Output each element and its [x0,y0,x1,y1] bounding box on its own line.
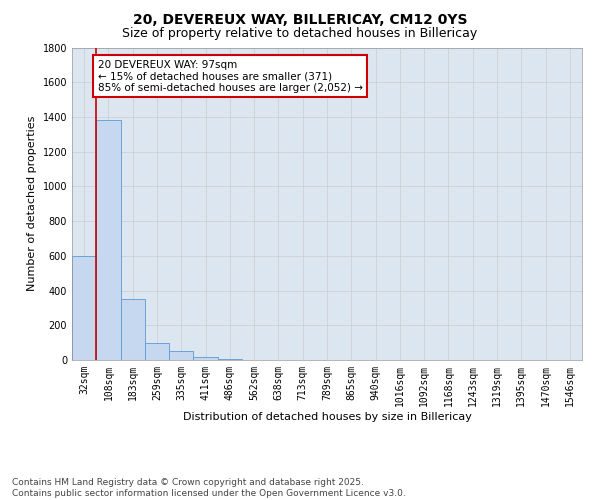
Text: 20, DEVEREUX WAY, BILLERICAY, CM12 0YS: 20, DEVEREUX WAY, BILLERICAY, CM12 0YS [133,12,467,26]
Bar [121,299,145,360]
Text: Size of property relative to detached houses in Billericay: Size of property relative to detached ho… [122,28,478,40]
X-axis label: Distribution of detached houses by size in Billericay: Distribution of detached houses by size … [182,412,472,422]
Bar [72,256,96,360]
Text: Contains HM Land Registry data © Crown copyright and database right 2025.
Contai: Contains HM Land Registry data © Crown c… [12,478,406,498]
Y-axis label: Number of detached properties: Number of detached properties [27,116,37,292]
Bar [193,358,218,360]
Bar [145,342,169,360]
Bar [96,120,121,360]
Text: 20 DEVEREUX WAY: 97sqm
← 15% of detached houses are smaller (371)
85% of semi-de: 20 DEVEREUX WAY: 97sqm ← 15% of detached… [97,60,362,93]
Bar [169,352,193,360]
Bar [218,359,242,360]
